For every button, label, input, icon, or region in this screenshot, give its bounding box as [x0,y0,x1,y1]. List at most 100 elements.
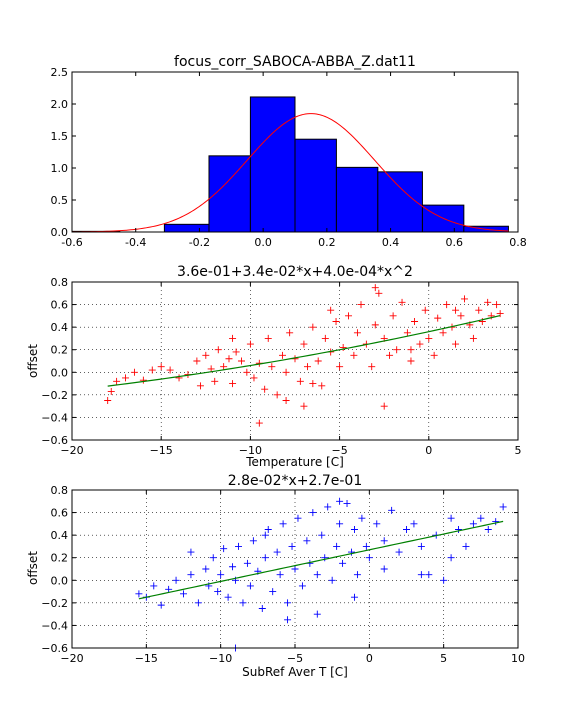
temperature-data-point [398,298,406,306]
temperature-data-point [286,329,294,337]
temperature-data-point [389,312,397,320]
temperature-data-point [345,312,353,320]
subref-xtick-label: −20 [60,652,83,665]
subref-data-point [469,520,477,528]
temperature-data-point [386,351,394,359]
temperature-data-point [434,314,442,322]
temperature-data-point [282,397,290,404]
histogram-title: focus_corr_SABOCA-ABBA_Z.dat11 [174,54,416,70]
subref-ytick-label: 0.2 [51,552,69,565]
histogram-bar [163,223,210,233]
subref-data-point [324,503,332,511]
subref-data-point [462,542,470,550]
temperature-data-point [309,380,317,388]
subref-data-point [249,537,257,545]
subref-data-point [187,548,195,556]
temperature-data-point [339,343,347,351]
histogram-xtick-label: 0.8 [509,236,527,249]
histogram-xtick-label: -0.4 [125,236,146,249]
subref-data-point [492,518,500,526]
temperature-data-point [196,382,204,390]
temperature-ytick-label: −0.2 [41,389,68,402]
subref-xtick-label: 10 [511,652,525,665]
temperature-ytick-label: 0.4 [51,321,69,334]
subref-data-point [150,582,158,590]
subref-data-point [313,571,321,579]
subref-xtick-label: −5 [287,652,303,665]
temperature-data-point [380,402,388,410]
temperature-data-point [211,377,219,385]
temperature-xtick-label: −20 [60,444,83,457]
temperature-data-point [139,376,147,384]
temperature-data-point [214,346,222,354]
temperature-data-point [130,368,138,376]
temperature-data-point [246,340,254,348]
subref-xtick-label: −15 [135,652,158,665]
temperature-data-point [357,301,365,309]
temperature-data-point [255,419,263,427]
temperature-fit-title: 3.6e-01+3.4e-02*x+4.0e-04*x^2 [177,264,413,280]
subref-ytick-label: −0.2 [41,597,68,610]
temperature-data-point [371,284,379,292]
histogram-xtick-label: 0.2 [318,236,336,249]
temperature-data-point [430,351,438,359]
subref-data-point [318,531,326,539]
temperature-data-point [225,355,233,363]
temperature-ytick-label: −0.4 [41,411,68,424]
temperature-data-point [439,329,447,337]
histogram-xtick-label: -0.2 [189,236,210,249]
histogram-xtick-label: -0.6 [61,236,82,249]
subref-data-point [288,542,296,550]
temperature-data-point [407,346,415,354]
subref-data-point [172,576,180,584]
temperature-data-point [229,334,237,342]
temperature-data-point [148,366,156,374]
subref-data-point [303,537,311,545]
subref-data-point [261,554,269,562]
temperature-data-point [237,357,245,365]
temperature-data-point [296,377,304,385]
temperature-data-point [104,397,112,404]
temperature-data-point [261,385,269,393]
subref-data-point [269,588,277,596]
temperature-data-point [229,380,237,388]
temperature-data-point [460,295,468,303]
histogram-xtick-label: 0.6 [446,236,464,249]
temperature-data-point [443,301,451,309]
subref-data-point [294,514,302,522]
subref-data-point [373,520,381,528]
histogram-ytick-label: 2.0 [51,98,69,111]
subref-scatter-panel: 2.8e-02*x+2.7e-01 SubRef Aver T [C] offs… [26,473,525,679]
temperature-data-point [416,340,424,348]
temperature-xtick-label: −10 [239,444,262,457]
temperature-xtick-label: 5 [515,444,522,457]
subref-data-point [246,582,254,590]
subref-data-point [258,605,266,612]
subref-data-point [165,585,173,593]
subref-data-point [194,599,202,607]
subref-data-point [229,563,237,571]
gaussian-fit-curve [71,113,509,233]
subref-data-point [202,565,210,573]
subref-data-point [328,576,336,584]
temperature-scatter-panel: 3.6e-01+3.4e-02*x+4.0e-04*x^2 Temperatur… [26,264,522,469]
subref-data-point [347,548,355,556]
subref-xtick-label: −10 [209,652,232,665]
temperature-ytick-label: 0.6 [51,299,69,312]
temperature-data-point [243,368,251,376]
subref-data-point [358,514,366,522]
histogram-ytick-label: 0.0 [51,226,69,239]
subref-data-point [243,559,251,567]
subref-data-point [343,500,351,508]
temperature-data-point [332,318,340,325]
subref-data-point [333,542,341,550]
subref-data-point [220,545,228,553]
subref-xtick-label: 0 [366,652,373,665]
subref-data-point [484,526,492,533]
histogram-axes-frame [71,71,519,233]
temperature-data-point [314,357,322,365]
temperature-data-point [264,334,272,342]
histogram-ytick-label: 1.0 [51,162,69,175]
subref-ytick-label: 0.4 [51,529,69,542]
